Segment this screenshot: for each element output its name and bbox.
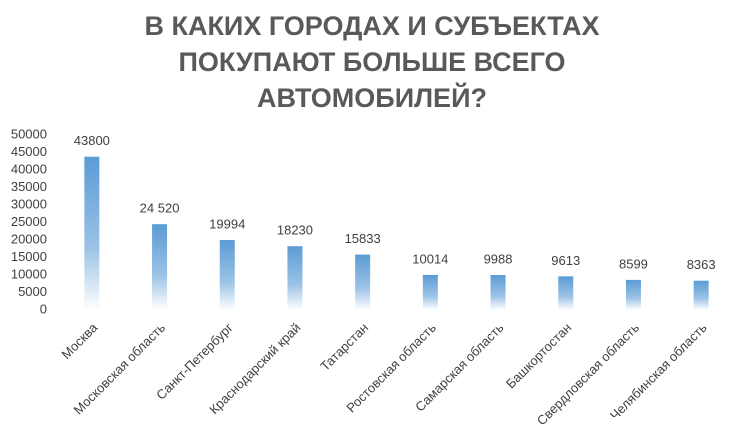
chart-title: ПОКУПАЮТ БОЛЬШЕ ВСЕГО <box>178 47 565 77</box>
bar <box>490 275 506 310</box>
bar <box>152 224 168 310</box>
value-label: 18230 <box>277 223 313 238</box>
bar <box>693 280 709 310</box>
bar <box>355 254 371 310</box>
bar <box>422 274 438 310</box>
value-label: 9988 <box>484 251 513 266</box>
value-label: 8363 <box>687 257 716 272</box>
bar <box>625 279 641 310</box>
y-tick-label: 50000 <box>11 126 47 141</box>
y-tick-label: 20000 <box>11 231 47 246</box>
y-tick-label: 15000 <box>11 249 47 264</box>
y-tick-label: 0 <box>40 301 47 316</box>
y-tick-label: 35000 <box>11 179 47 194</box>
chart-title: В КАКИХ ГОРОДАХ И СУБЪЕКТАХ <box>144 11 599 41</box>
value-label: 9613 <box>551 253 580 268</box>
y-tick-label: 45000 <box>11 144 47 159</box>
value-label: 43800 <box>74 133 110 148</box>
value-label: 10014 <box>412 251 448 266</box>
y-tick-label: 25000 <box>11 214 47 229</box>
bar <box>84 156 100 310</box>
bar <box>287 246 303 310</box>
y-tick-label: 5000 <box>18 284 47 299</box>
y-tick-label: 40000 <box>11 161 47 176</box>
y-tick-label: 10000 <box>11 266 47 281</box>
value-label: 15833 <box>345 231 381 246</box>
bar <box>219 240 235 310</box>
value-label: 8599 <box>619 256 648 271</box>
chart-title: АВТОМОБИЛЕЙ? <box>257 82 487 113</box>
x-tick-label: Башкортостан <box>503 320 574 391</box>
value-label: 19994 <box>209 216 245 231</box>
y-tick-label: 30000 <box>11 196 47 211</box>
x-tick-label: Татарстан <box>317 320 371 374</box>
x-tick-label: Москва <box>58 319 101 362</box>
value-label: 24 520 <box>140 201 180 216</box>
bar <box>558 276 574 310</box>
